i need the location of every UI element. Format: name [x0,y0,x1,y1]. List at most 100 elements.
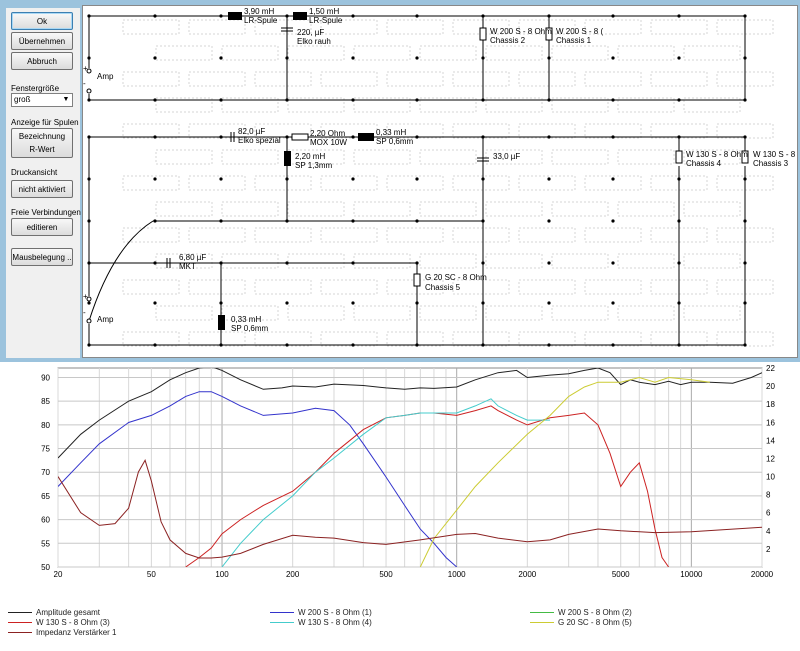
grid-node [611,177,615,181]
grid-node [153,56,157,60]
grid-node [219,177,223,181]
l5-type: SP 0,6mm [231,324,269,333]
apply-button[interactable]: Übernehmen [11,32,73,50]
y-right-tick-label: 18 [766,400,775,409]
l5-value: 0,33 mH [231,315,261,324]
chassis4-model: W 130 S - 8 Ohm [686,150,748,159]
x-tick-label: 50 [147,570,156,579]
y-left-tick-label: 55 [41,539,50,548]
chassis2-model: W 200 S - 8 Ohm [490,27,552,36]
grid-node [547,219,551,223]
coil-display-button[interactable]: Bezeichnung R-Wert [11,128,73,158]
l3-type: SP 0,6mm [376,137,414,146]
c4-type: MKT [179,262,196,271]
grid-node [351,56,355,60]
legend-item-amplitude: Amplitude gesamt [8,608,100,617]
chassis1-model: W 200 S - 8 ( [556,27,603,36]
grid-node [219,56,223,60]
chassis5-label: Chassis 5 [425,283,461,292]
y-right-tick-label: 8 [766,491,771,500]
l4-type: SP 1,3mm [295,161,333,170]
speaker-chassis3-icon [741,150,749,164]
frequency-response-plot: 20 50 100 200 500 1000 2000 5000 10000 20000 50 55 6… [41,364,775,579]
amp2-minus: - [83,308,86,317]
x-tick-label: 1000 [448,570,466,579]
grid-node [351,177,355,181]
grid-node [547,301,551,305]
print-view-button[interactable]: nicht aktiviert [11,180,73,198]
y-left-tick-label: 60 [41,516,50,525]
c1-type: Elko rauh [297,37,331,46]
c3-value: 33,0 µF [493,152,520,161]
speaker-chassis5-icon [413,273,421,287]
series-line-2 [185,405,670,567]
grid-node [415,177,419,181]
l1-type: LR-Spule [244,16,278,25]
y-left-tick-label: 80 [41,421,50,430]
sidebar-panel: Ok Übernehmen Abbruch Fenstergröße groß … [6,8,81,358]
y-right-tick-label: 14 [766,436,775,445]
x-tick-label: 20000 [751,570,774,579]
series-line-1 [58,391,458,567]
capacitor-c4-icon [166,258,171,268]
speaker-designer-window: Ok Übernehmen Abbruch Fenstergröße groß … [0,0,800,362]
amp2-label: Amp [97,315,114,324]
legend-label: W 130 S - 8 Ohm (4) [298,618,372,627]
r1-value: 2,20 Ohm [310,129,345,138]
grid-node [547,261,551,265]
y-right-tick-label: 22 [766,364,775,373]
grid-node [153,177,157,181]
x-tick-label: 20 [54,570,63,579]
y-right-tick-label: 2 [766,545,771,554]
mouse-binding-button[interactable]: Mausbelegung .. [11,248,73,266]
series-line-0 [58,368,762,459]
series-line-6 [58,459,762,559]
amp1-minus: - [83,79,86,88]
edit-connections-button[interactable]: editieren [11,218,73,236]
y-right-tick-label: 12 [766,454,775,463]
y-right-tick-label: 10 [766,473,775,482]
chassis4-label: Chassis 4 [686,159,722,168]
chassis3-model: W 130 S - 8 [753,150,796,159]
circuit-diagram: + - Amp + - Amp 3,90 mH LR-Spule 1,50 mH… [83,7,796,347]
grid-node [611,56,615,60]
capacitor-c2-icon [230,132,235,142]
lower-circuit-wires [88,136,746,346]
amp2-plus: + [83,292,88,301]
coil-display-line1: Bezeichnung [18,132,66,141]
circuit-canvas[interactable]: + - Amp + - Amp 3,90 mH LR-Spule 1,50 mH… [82,5,798,358]
y-left-tick-label: 65 [41,492,50,501]
c2-type: Elko spezial [238,136,281,145]
l4-value: 2,20 mH [295,152,325,161]
cancel-button[interactable]: Abbruch [11,52,73,70]
chassis3-label: Chassis 3 [753,159,789,168]
frequency-response-chart: 20 50 100 200 500 1000 2000 5000 10000 20000 50 55 6… [0,362,800,646]
plot-area [57,367,763,568]
amp1-label: Amp [97,72,114,81]
y-left-tick-label: 85 [41,397,50,406]
y-left-tick-label: 50 [41,563,50,572]
window-size-select[interactable]: groß ▼ [11,93,73,107]
x-tick-label: 200 [286,570,300,579]
chassis1-label: Chassis 1 [556,36,592,45]
ok-button[interactable]: Ok [11,12,73,30]
x-tick-label: 100 [215,570,229,579]
chassis5-model: G 20 SC - 8 Ohm [425,273,487,282]
upper-circuit-wires [88,15,746,101]
legend-item-w130-4: W 130 S - 8 Ohm (4) [270,618,372,627]
c1-value: 220, µF [297,28,324,37]
l2-type: LR-Spule [309,16,343,25]
speaker-chassis4-icon [675,150,683,164]
l2-value: 1,50 mH [309,7,339,16]
resistor-r1-icon [291,133,309,141]
x-tick-label: 10000 [680,570,703,579]
legend-label: W 200 S - 8 Ohm (1) [298,608,372,617]
inductor-l4-icon [284,151,291,166]
series-line-5 [419,376,710,567]
series-line-3 [221,398,551,567]
x-tick-label: 500 [379,570,393,579]
c2-value: 82,0 µF [238,127,265,136]
y-left-tick-label: 75 [41,445,50,454]
grid-node [547,177,551,181]
grid-node [677,56,681,60]
